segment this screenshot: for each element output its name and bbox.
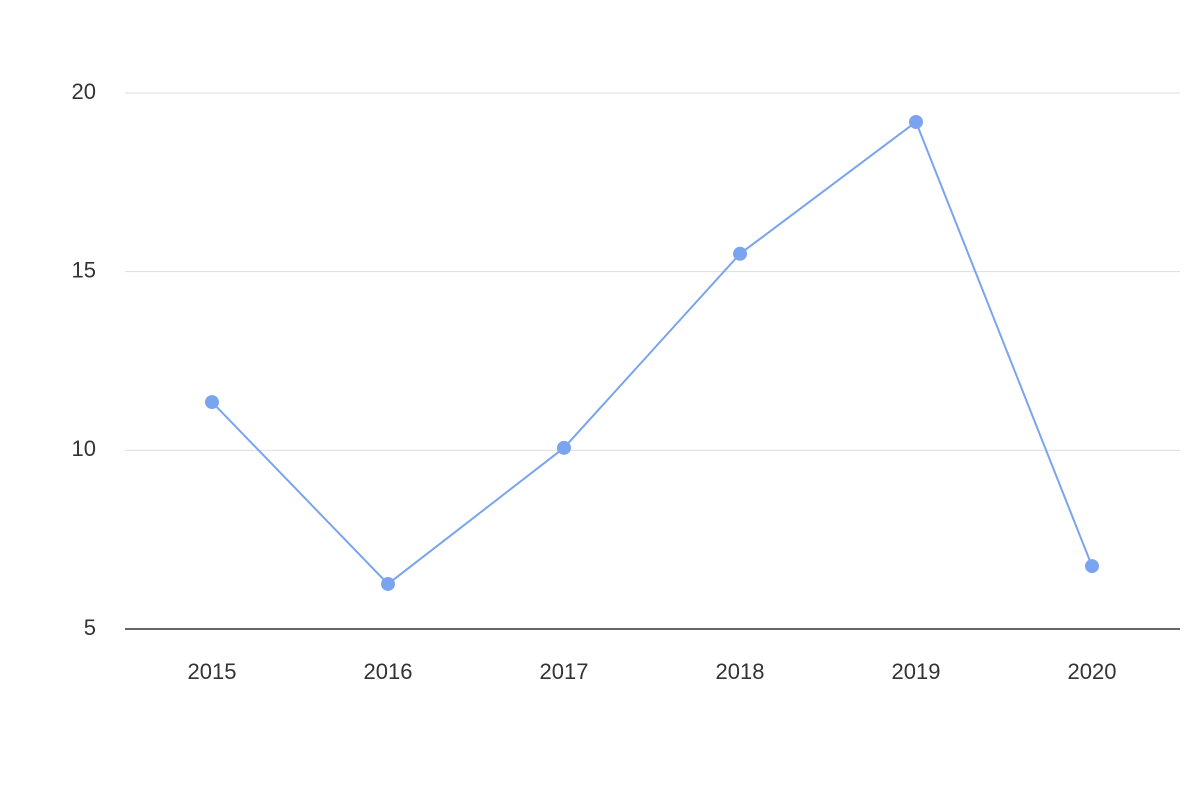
x-tick-label: 2017 <box>540 659 589 684</box>
x-tick-label: 2018 <box>716 659 765 684</box>
data-point <box>733 246 747 261</box>
data-point <box>1085 559 1099 574</box>
grid-layer: 5 10 15 20 2015 2016 2017 2018 2019 2020 <box>72 79 1180 684</box>
data-point <box>381 576 395 591</box>
data-point <box>909 114 923 129</box>
y-tick-label: 20 <box>72 79 96 104</box>
x-tick-label: 2015 <box>188 659 237 684</box>
series-line <box>211 120 1093 586</box>
y-tick-label: 15 <box>72 257 96 282</box>
data-layer <box>205 114 1099 591</box>
x-tick-label: 2019 <box>892 659 941 684</box>
data-point <box>205 395 219 410</box>
data-point <box>557 440 571 455</box>
y-tick-label: 5 <box>84 615 96 640</box>
y-tick-label: 10 <box>72 436 96 461</box>
x-tick-label: 2020 <box>1068 659 1117 684</box>
x-tick-label: 2016 <box>364 659 413 684</box>
